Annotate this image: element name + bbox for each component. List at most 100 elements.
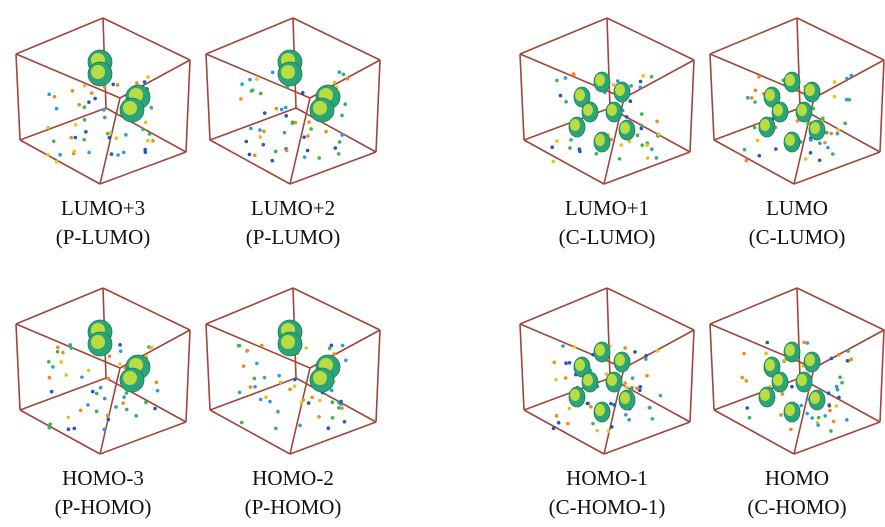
atom-dot: [818, 141, 822, 145]
orbital-lobe-highlight: [123, 371, 137, 385]
orbital-lobe-highlight: [570, 389, 580, 401]
orbital-label: LUMO+1: [565, 196, 649, 220]
atom-dot: [71, 89, 75, 93]
atom-dot: [141, 127, 145, 131]
atom-dot: [566, 422, 570, 426]
atom-dot: [809, 151, 813, 155]
cube-edge: [797, 288, 884, 330]
atom-dot: [744, 159, 748, 163]
atom-dot: [240, 421, 244, 425]
atom-dot: [343, 102, 347, 106]
atom-dot: [338, 140, 342, 144]
atom-dot: [51, 365, 55, 369]
atom-dot: [263, 111, 267, 115]
atom-dot: [50, 390, 54, 394]
atom-dot: [307, 120, 311, 124]
atom-dot: [46, 126, 50, 130]
atom-dot: [67, 427, 71, 431]
orbital-lobe-highlight: [615, 84, 625, 96]
atom-dot: [569, 138, 573, 142]
atom-dot: [337, 152, 341, 156]
atom-dot: [836, 388, 840, 392]
atom-dot: [134, 414, 138, 418]
atom-dot: [150, 106, 154, 110]
orbital-lobe-highlight: [607, 104, 617, 116]
atom-dot: [591, 422, 595, 426]
atom-dot: [756, 139, 760, 143]
atom-dot: [249, 127, 253, 131]
atom-dot: [589, 405, 593, 409]
orbital-lobe-highlight: [595, 74, 605, 86]
atom-dot: [52, 139, 56, 143]
orbital-panel: [710, 18, 884, 184]
atom-dot: [564, 361, 568, 365]
atom-dot: [328, 346, 332, 350]
atom-dot: [103, 397, 107, 401]
atom-dot: [83, 84, 87, 88]
atom-dot: [255, 362, 259, 366]
atom-dot: [740, 376, 744, 380]
atom-dot: [84, 130, 88, 134]
atom-dot: [821, 117, 825, 121]
atom-dot: [836, 132, 840, 136]
atom-dot: [825, 131, 829, 135]
atom-dot: [77, 103, 81, 107]
atom-dot: [93, 97, 97, 101]
cube-edge: [210, 108, 296, 140]
orbital-lobe-highlight: [810, 392, 820, 404]
atom-dot: [248, 78, 252, 82]
atom-dot: [833, 95, 837, 99]
atom-dot: [809, 138, 813, 142]
atom-dot: [248, 153, 252, 157]
atom-dot: [82, 138, 86, 142]
atom-dot: [848, 98, 852, 102]
cube-edge: [16, 324, 20, 410]
atom-dot: [66, 416, 70, 420]
atom-dot: [122, 151, 126, 155]
atom-dot: [125, 408, 129, 412]
orbital-lobe-highlight: [575, 89, 585, 101]
atom-dot: [301, 398, 305, 402]
atom-dot: [640, 112, 644, 116]
atom-dot: [119, 349, 123, 353]
atom-dot: [846, 359, 850, 363]
atom-dot: [121, 401, 125, 405]
atom-dot: [102, 108, 106, 112]
atom-dot: [804, 157, 808, 161]
atom-dot: [124, 133, 128, 137]
atom-dot: [307, 401, 311, 405]
atom-dot: [80, 375, 84, 379]
atom-dot: [790, 385, 794, 389]
atom-dot: [657, 132, 661, 136]
atom-dot: [743, 148, 747, 152]
atom-dot: [650, 147, 654, 151]
atom-dot: [837, 353, 841, 357]
cube-edge: [607, 288, 610, 378]
cube-edge: [814, 330, 884, 368]
atom-dot: [259, 398, 263, 402]
cube-edge: [20, 140, 100, 184]
cube-edge: [520, 54, 524, 140]
atom-dot: [638, 86, 642, 90]
atom-dot: [829, 429, 833, 433]
orbital-lobe-highlight: [785, 74, 795, 86]
atom-dot: [240, 82, 244, 86]
atom-dot: [619, 143, 623, 147]
atom-dot: [757, 154, 761, 158]
cube-edge: [520, 324, 524, 410]
cube-edge: [20, 410, 100, 454]
atom-dot: [143, 80, 147, 84]
orbital-panel: [710, 288, 884, 454]
atom-dot: [343, 420, 347, 424]
atom-dot: [837, 396, 841, 400]
atom-dot: [594, 152, 598, 156]
cube-edge: [690, 330, 694, 422]
atom-dot: [148, 132, 152, 136]
orbital-lobe-highlight: [91, 335, 105, 349]
atom-dot: [68, 343, 72, 347]
orbital-panel: [206, 18, 380, 184]
atom-dot: [644, 357, 648, 361]
atom-dot: [645, 143, 649, 147]
atom-dot: [561, 344, 565, 348]
atom-dot: [55, 160, 59, 164]
